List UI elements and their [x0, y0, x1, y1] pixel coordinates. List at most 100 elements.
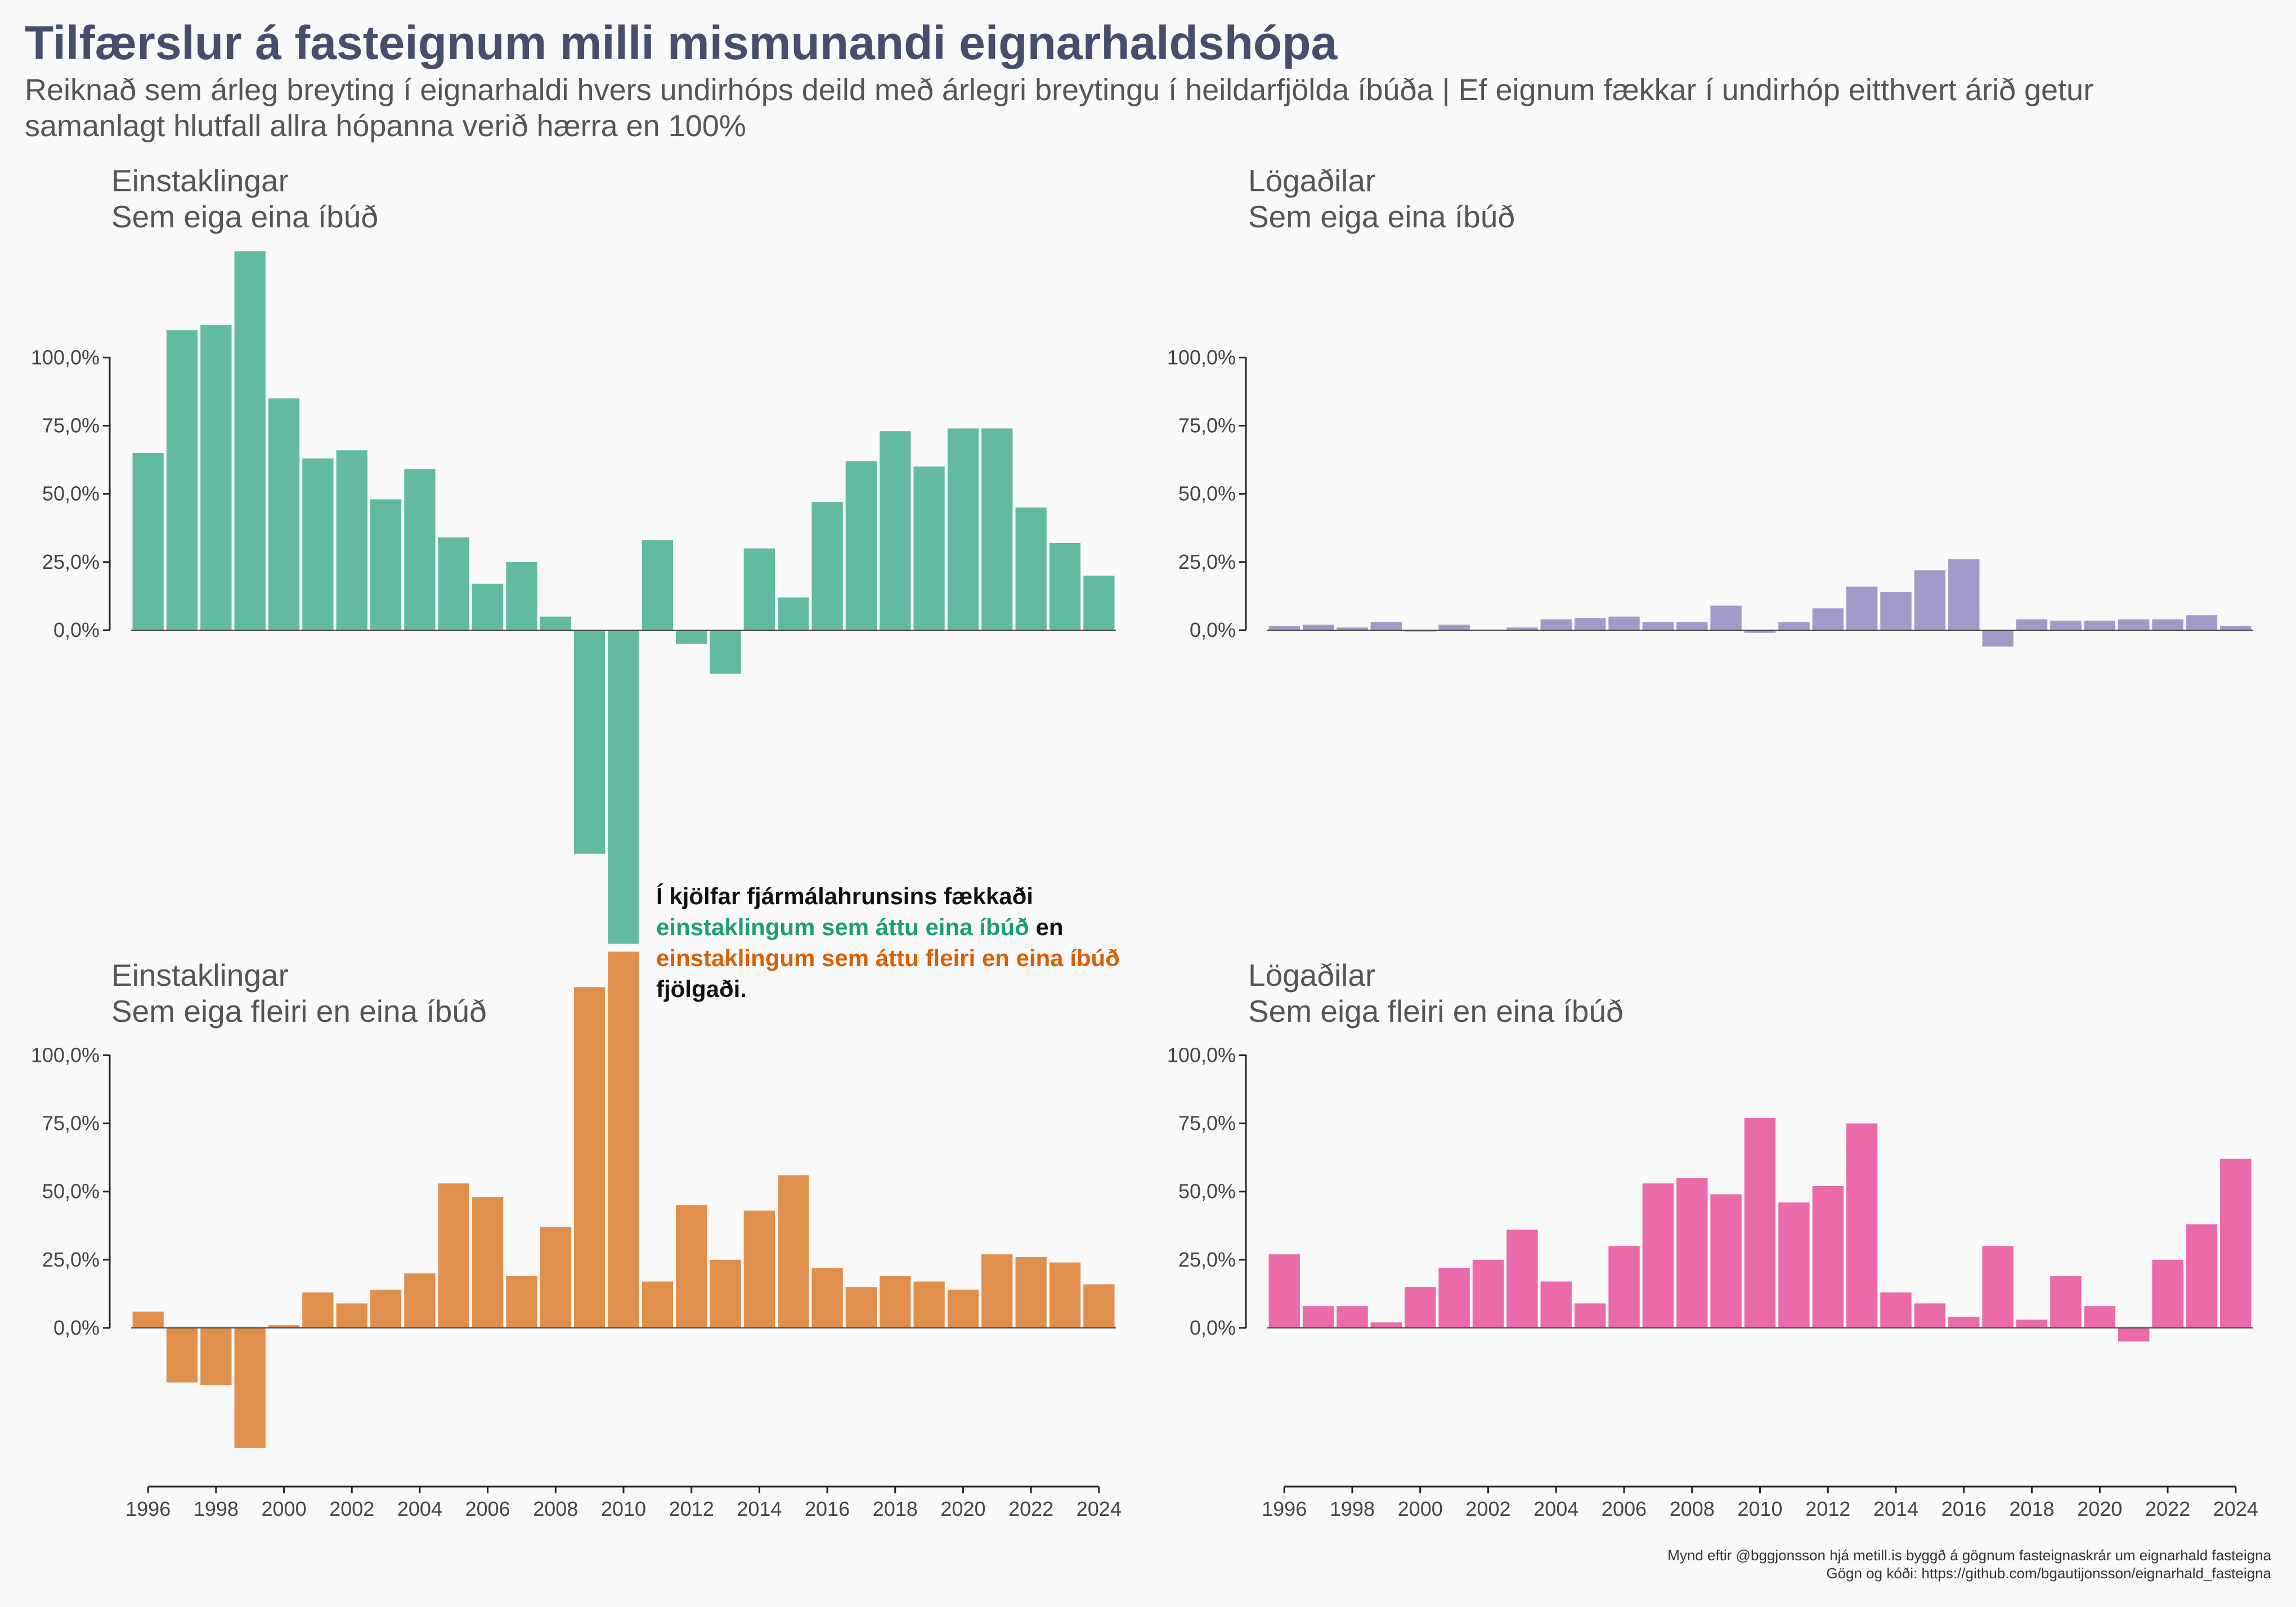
bar-2004 — [404, 469, 436, 630]
bar-2003 — [1506, 1229, 1538, 1328]
x-tick-label: 2012 — [669, 1497, 714, 1520]
bar-2004 — [404, 1273, 436, 1328]
bar-2003 — [370, 499, 402, 630]
x-tick-label: 2008 — [1670, 1497, 1715, 1520]
bar-2024 — [2220, 626, 2252, 630]
bar-2002 — [1472, 1259, 1504, 1328]
bar-2003 — [370, 1290, 402, 1328]
bar-1997 — [166, 330, 198, 630]
bar-1996 — [132, 1311, 164, 1328]
y-tick-label: 50,0% — [42, 1180, 100, 1203]
bar-2019 — [2050, 1276, 2082, 1328]
panel-title: Einstaklingar — [111, 958, 289, 993]
x-tick-label: 2014 — [737, 1497, 782, 1520]
bar-2013 — [710, 630, 741, 674]
x-tick-label: 2000 — [262, 1497, 307, 1520]
x-tick-label: 2002 — [1465, 1497, 1510, 1520]
x-tick-label: 2004 — [1533, 1497, 1578, 1520]
bar-2019 — [913, 466, 945, 630]
x-tick-label: 2018 — [873, 1497, 918, 1520]
x-tick-label: 2020 — [2077, 1497, 2122, 1520]
bar-2016 — [1948, 1317, 1980, 1328]
bar-2022 — [1015, 507, 1047, 630]
x-tick-label: 1998 — [1330, 1497, 1375, 1520]
bar-2007 — [1642, 1183, 1674, 1328]
bar-2009 — [574, 987, 606, 1328]
bar-2017 — [1982, 1246, 2014, 1328]
bar-2006 — [1608, 1246, 1640, 1328]
bar-2001 — [1438, 1268, 1470, 1328]
x-tick-label: 2008 — [533, 1497, 578, 1520]
bar-2005 — [438, 1183, 469, 1328]
bar-2016 — [1948, 559, 1980, 630]
x-tick-label: 2000 — [1398, 1497, 1443, 1520]
bar-2005 — [1574, 618, 1606, 630]
bar-2006 — [472, 583, 504, 630]
bar-2013 — [710, 1259, 741, 1328]
x-tick-label: 2016 — [805, 1497, 850, 1520]
x-tick-label: 2006 — [1602, 1497, 1647, 1520]
bar-2016 — [811, 502, 843, 630]
bar-1998 — [1337, 627, 1368, 630]
y-tick-label: 25,0% — [1178, 550, 1236, 573]
bar-1996 — [1268, 626, 1300, 630]
x-tick-label: 2024 — [1077, 1497, 1122, 1520]
bar-2023 — [2186, 1224, 2218, 1328]
annotation-connector-text: en — [1029, 914, 1064, 940]
bar-2009 — [574, 630, 606, 854]
panel-subtitle: Sem eiga eina íbúð — [1248, 199, 1515, 234]
bar-2022 — [1015, 1257, 1047, 1328]
bar-1998 — [200, 1328, 232, 1385]
bar-1998 — [200, 325, 232, 630]
bar-2015 — [778, 1175, 809, 1328]
bar-2020 — [947, 1290, 979, 1328]
bar-2001 — [1438, 625, 1470, 630]
bar-2017 — [845, 461, 877, 630]
y-tick-label: 0,0% — [1190, 1316, 1236, 1339]
bar-1997 — [1302, 625, 1334, 630]
bar-2010 — [608, 630, 639, 944]
panel-title: Lögaðilar — [1248, 958, 1375, 993]
y-tick-label: 100,0% — [31, 1043, 100, 1066]
y-tick-label: 0,0% — [1190, 618, 1236, 641]
y-tick-label: 100,0% — [1167, 345, 1236, 369]
bar-2015 — [778, 597, 809, 630]
y-tick-label: 75,0% — [42, 1112, 100, 1135]
x-tick-label: 2002 — [329, 1497, 374, 1520]
bar-2014 — [743, 1210, 775, 1328]
y-tick-label: 0,0% — [53, 1316, 100, 1339]
bar-2008 — [540, 1227, 571, 1328]
bar-2012 — [676, 630, 707, 644]
bar-2006 — [1608, 616, 1640, 630]
panel-title: Lögaðilar — [1248, 163, 1375, 198]
x-tick-label: 2010 — [1737, 1497, 1782, 1520]
annotation-line-4: fjölgaði. — [656, 976, 747, 1002]
bar-2015 — [1914, 1303, 1946, 1328]
bar-2011 — [1778, 622, 1810, 630]
bar-2021 — [2118, 619, 2150, 630]
bar-2008 — [1676, 622, 1708, 630]
y-tick-label: 75,0% — [42, 414, 100, 437]
bar-2007 — [1642, 622, 1674, 630]
x-tick-label: 1998 — [194, 1497, 239, 1520]
bar-2021 — [981, 1254, 1013, 1328]
bar-1996 — [132, 453, 164, 630]
bar-2015 — [1914, 570, 1946, 630]
x-tick-label: 1996 — [1262, 1497, 1307, 1520]
bar-1999 — [1370, 1322, 1402, 1328]
y-tick-label: 25,0% — [42, 1248, 100, 1271]
x-tick-label: 2024 — [2213, 1497, 2258, 1520]
bar-2022 — [2152, 619, 2183, 630]
y-tick-label: 25,0% — [1178, 1248, 1236, 1271]
bar-2020 — [2084, 1306, 2115, 1328]
y-tick-label: 75,0% — [1178, 414, 1236, 437]
bar-2012 — [1812, 1186, 1844, 1328]
bar-2009 — [1710, 1194, 1742, 1328]
bar-2018 — [880, 431, 911, 630]
bar-2012 — [676, 1205, 707, 1328]
bar-1996 — [1268, 1254, 1300, 1328]
bar-1997 — [166, 1328, 198, 1382]
bar-2007 — [506, 1276, 537, 1328]
